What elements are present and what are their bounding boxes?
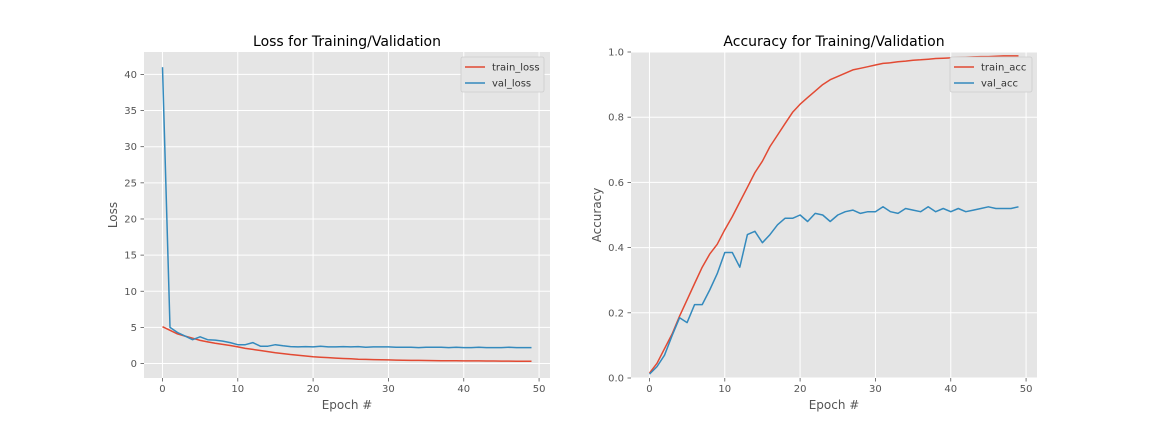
accuracy-x-tick-label: 0 bbox=[646, 384, 652, 395]
loss-y-tick-label: 35 bbox=[124, 106, 137, 117]
loss-y-tick-label: 20 bbox=[124, 214, 137, 225]
accuracy-legend: train_acc val_acc bbox=[949, 56, 1033, 93]
accuracy-y-ticks: 0.0 0.2 0.4 0.6 0.8 1.0 bbox=[608, 48, 631, 385]
loss-chart: Loss for Training/Validation 0 10 20 30 40 50… bbox=[106, 34, 550, 412]
loss-y-tick-label: 0 bbox=[131, 359, 137, 370]
accuracy-x-axis-label: Epoch # bbox=[809, 398, 860, 412]
loss-x-tick-label: 50 bbox=[533, 384, 546, 395]
accuracy-plot-area bbox=[631, 52, 1037, 378]
accuracy-series-val-acc bbox=[648, 206, 1019, 375]
loss-x-tick-label: 20 bbox=[307, 384, 320, 395]
loss-chart-title: Loss for Training/Validation bbox=[253, 34, 441, 50]
loss-y-tick-label: 25 bbox=[124, 178, 137, 189]
accuracy-y-tick-label: 0.2 bbox=[608, 308, 624, 319]
accuracy-x-tick-label: 20 bbox=[794, 384, 807, 395]
accuracy-x-tick-label: 40 bbox=[944, 384, 957, 395]
accuracy-x-tick-label: 30 bbox=[869, 384, 882, 395]
accuracy-x-tick-label: 10 bbox=[718, 384, 731, 395]
accuracy-y-tick-label: 1.0 bbox=[608, 48, 624, 59]
loss-y-axis-label: Loss bbox=[106, 202, 120, 228]
loss-legend-label: val_loss bbox=[492, 79, 531, 90]
accuracy-x-ticks: 0 10 20 30 40 50 bbox=[646, 378, 1032, 395]
loss-x-tick-label: 40 bbox=[457, 384, 470, 395]
loss-y-ticks: 0 5 10 15 20 25 30 35 40 bbox=[124, 70, 144, 370]
loss-legend-label: train_loss bbox=[492, 63, 540, 74]
loss-x-axis-label: Epoch # bbox=[322, 398, 373, 412]
loss-series-layer bbox=[161, 67, 532, 362]
loss-y-tick-label: 40 bbox=[124, 70, 137, 81]
accuracy-y-tick-label: 0.4 bbox=[608, 243, 624, 254]
loss-y-tick-label: 5 bbox=[131, 323, 137, 334]
accuracy-legend-label: val_acc bbox=[981, 79, 1018, 90]
loss-x-tick-label: 30 bbox=[382, 384, 395, 395]
accuracy-y-tick-label: 0.0 bbox=[608, 374, 624, 385]
loss-x-tick-label: 0 bbox=[159, 384, 165, 395]
accuracy-chart-title: Accuracy for Training/Validation bbox=[723, 34, 944, 50]
loss-y-tick-label: 30 bbox=[124, 142, 137, 153]
loss-y-tick-label: 10 bbox=[124, 287, 137, 298]
accuracy-x-tick-label: 50 bbox=[1020, 384, 1033, 395]
loss-y-tick-label: 15 bbox=[124, 251, 137, 262]
loss-x-tick-label: 10 bbox=[231, 384, 244, 395]
loss-grid bbox=[144, 52, 550, 378]
accuracy-grid bbox=[631, 51, 1037, 379]
accuracy-y-tick-label: 0.6 bbox=[608, 178, 624, 189]
loss-legend: train_loss val_loss bbox=[460, 56, 545, 93]
loss-x-ticks: 0 10 20 30 40 50 bbox=[159, 378, 545, 395]
loss-plot-area bbox=[144, 52, 550, 378]
accuracy-y-axis-label: Accuracy bbox=[590, 188, 604, 243]
loss-series-val-loss bbox=[161, 67, 532, 349]
accuracy-chart: Accuracy for Training/Validation 0 10 20 30… bbox=[590, 34, 1037, 412]
loss-series-train-loss bbox=[162, 326, 532, 362]
accuracy-legend-label: train_acc bbox=[981, 63, 1026, 74]
accuracy-y-tick-label: 0.8 bbox=[608, 113, 624, 124]
